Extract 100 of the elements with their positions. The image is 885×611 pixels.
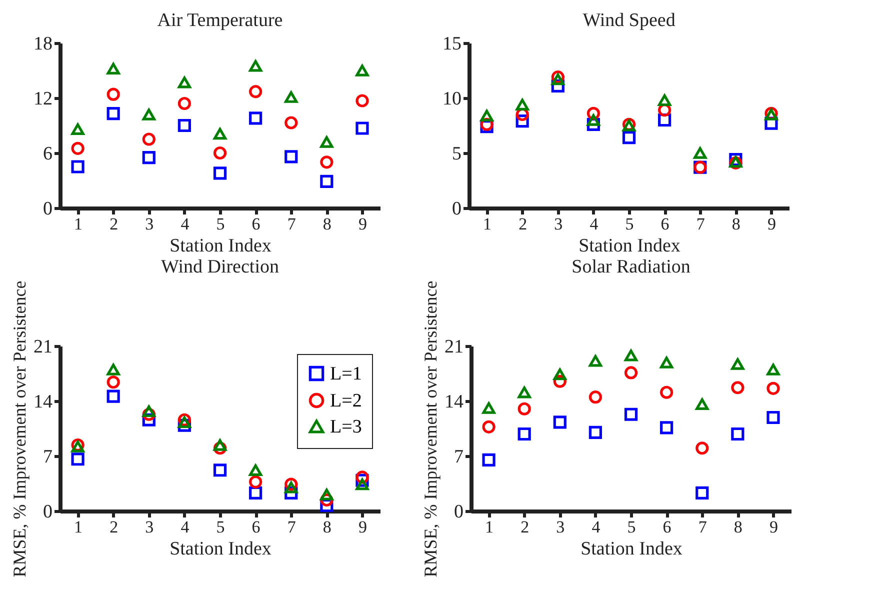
- point: [106, 107, 120, 120]
- point: [142, 132, 156, 146]
- point: [624, 350, 638, 362]
- point: [356, 64, 369, 76]
- point: [284, 91, 298, 103]
- x-tick-label: 5: [627, 518, 636, 536]
- point: [516, 98, 529, 110]
- point: [71, 452, 84, 466]
- y-tick-label: 15: [442, 34, 462, 54]
- legend-label: L=2: [330, 390, 362, 412]
- y-tick-label: 7: [454, 446, 464, 468]
- point: [551, 73, 564, 86]
- point: [518, 427, 531, 441]
- point: [106, 364, 120, 376]
- point: [694, 147, 707, 159]
- point: [766, 364, 780, 376]
- point: [249, 60, 262, 72]
- x-axis-title: Station Index: [170, 538, 272, 560]
- point: [213, 439, 227, 451]
- point: [624, 366, 638, 380]
- point: [71, 142, 84, 155]
- x-tick-label: 4: [180, 518, 190, 536]
- point: [588, 355, 602, 367]
- y-axis-title: RMSE, % Improvement over Persistence: [10, 280, 30, 578]
- point: [106, 62, 120, 75]
- point: [213, 166, 227, 180]
- point: [284, 116, 298, 130]
- y-tick-label: 10: [442, 88, 462, 110]
- point: [660, 356, 674, 368]
- point: [213, 464, 227, 477]
- x-tick-label: 2: [520, 518, 530, 536]
- y-tick-label: 0: [452, 198, 462, 220]
- x-tick-label: 8: [734, 518, 742, 536]
- point: [213, 146, 227, 160]
- point: [696, 398, 709, 410]
- point: [553, 368, 566, 380]
- point: [106, 390, 120, 403]
- y-tick-label: 0: [43, 502, 52, 522]
- x-tick-label: 2: [110, 214, 118, 234]
- y-tick-label: 14: [34, 392, 53, 412]
- y-tick-label: 12: [34, 88, 52, 110]
- x-tick-label: 7: [698, 518, 708, 536]
- point: [320, 174, 334, 188]
- point: [518, 402, 531, 416]
- point: [249, 464, 262, 476]
- point: [178, 96, 191, 110]
- x-tick-label: 3: [145, 214, 154, 234]
- y-tick-label: 21: [34, 336, 52, 358]
- point: [696, 442, 709, 455]
- y-tick-label: 0: [454, 502, 464, 522]
- x-tick-label: 5: [216, 214, 225, 234]
- point: [766, 410, 780, 424]
- x-tick-label: 1: [485, 518, 494, 536]
- y-tick-label: 18: [34, 34, 52, 54]
- x-tick-label: 8: [732, 214, 740, 234]
- x-tick-label: 6: [662, 518, 672, 536]
- point: [142, 108, 156, 120]
- x-axis-title: Station Index: [580, 538, 683, 560]
- x-tick-label: 6: [252, 214, 260, 234]
- point: [142, 151, 156, 164]
- x-tick-label: 5: [216, 518, 225, 536]
- x-tick-label: 5: [625, 214, 634, 234]
- legend-label: L=1: [330, 364, 362, 384]
- point: [178, 118, 191, 132]
- point: [320, 488, 334, 500]
- x-tick-label: 4: [180, 214, 190, 234]
- legend-label: L=3: [330, 416, 362, 438]
- x-tick-label: 9: [358, 518, 367, 536]
- point: [106, 88, 120, 101]
- x-tick-label: 9: [767, 214, 776, 234]
- point: [178, 76, 191, 88]
- point: [624, 408, 638, 421]
- x-tick-label: 1: [483, 214, 492, 234]
- point: [71, 160, 84, 174]
- point: [586, 114, 600, 126]
- point: [320, 156, 334, 169]
- y-tick-label: 7: [43, 446, 52, 468]
- point: [658, 94, 672, 106]
- x-axis-title: Station Index: [170, 236, 272, 256]
- y-tick-label: 14: [444, 392, 464, 412]
- y-tick-label: 21: [444, 336, 464, 358]
- point: [356, 122, 369, 135]
- x-tick-label: 4: [592, 518, 601, 536]
- point: [249, 475, 262, 488]
- x-axis-title: Station Index: [578, 236, 681, 256]
- point: [731, 427, 744, 441]
- point: [518, 386, 531, 398]
- point: [731, 358, 744, 370]
- x-tick-label: 7: [287, 214, 296, 234]
- x-tick-label: 8: [322, 518, 332, 536]
- point: [553, 416, 566, 429]
- point: [249, 112, 262, 125]
- x-tick-label: 8: [322, 214, 332, 234]
- x-tick-label: 2: [110, 518, 118, 536]
- point: [588, 426, 602, 439]
- x-tick-label: 4: [590, 214, 599, 234]
- x-tick-label: 7: [696, 214, 706, 234]
- point: [213, 128, 227, 140]
- y-tick-label: 5: [452, 144, 462, 164]
- x-tick-label: 1: [74, 518, 83, 536]
